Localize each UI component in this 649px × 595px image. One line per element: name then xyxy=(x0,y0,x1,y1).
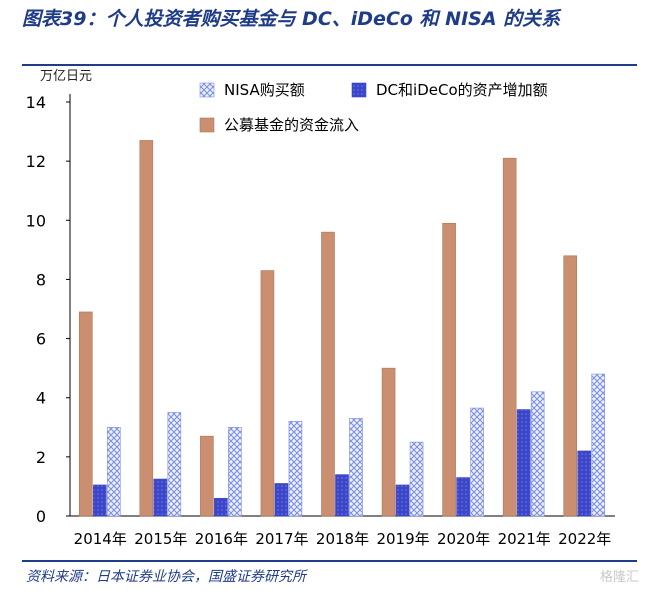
y-tick-label: 12 xyxy=(26,152,46,171)
bar-fund-inflow xyxy=(260,270,275,517)
x-axis-tick-labels: 2014年 2015年 2016年 2017年 2018年 2019年 2020年 2021年… xyxy=(74,530,612,548)
bar-dc-ideco xyxy=(214,497,228,517)
bar-fund-inflow xyxy=(321,231,335,517)
y-tick-label: 0 xyxy=(36,507,46,526)
bar-fund-inflow xyxy=(139,140,154,517)
bar-chart: 万亿日元 2014年 2015年 2016年 2017年 2018年 2019年 2020年… xyxy=(26,69,615,548)
bar-nisa xyxy=(591,373,606,517)
bar-nisa xyxy=(228,426,242,517)
bar-fund-inflow xyxy=(381,367,396,517)
bar-nisa xyxy=(409,441,424,517)
bar-fund-inflow xyxy=(563,255,578,517)
bar-dc-ideco xyxy=(395,484,410,517)
bar-fund-inflow xyxy=(442,222,456,517)
bar-nisa xyxy=(106,426,121,517)
bar-dc-ideco xyxy=(577,450,592,517)
bar-nisa xyxy=(470,407,484,517)
bar-dc-ideco xyxy=(456,477,470,517)
legend-swatch xyxy=(199,82,215,98)
y-tick-label: 4 xyxy=(36,389,46,408)
x-tick-label: 2021年 xyxy=(498,530,551,548)
bars-group xyxy=(78,140,606,517)
title-divider xyxy=(22,64,637,66)
x-tick-label: 2016年 xyxy=(195,530,248,548)
y-tick-label: 2 xyxy=(36,448,46,467)
y-axis-tick-labels: 0 2 4 6 8 10 12 14 xyxy=(26,93,46,526)
legend-swatch xyxy=(199,117,215,133)
legend-label: DC和iDeCo的资产增加额 xyxy=(376,81,548,99)
bar-nisa xyxy=(167,412,182,517)
legend-swatch xyxy=(351,82,367,98)
bar-fund-inflow xyxy=(502,157,517,517)
y-tick-label: 14 xyxy=(26,93,46,112)
y-tick-label: 8 xyxy=(36,270,46,289)
footer-divider xyxy=(22,560,637,562)
bar-dc-ideco xyxy=(274,483,289,517)
source-note: 资料来源：日本证券业协会，国盛证券研究所 xyxy=(26,569,306,585)
bar-dc-ideco xyxy=(516,409,531,517)
watermark: 格隆汇 xyxy=(599,570,639,585)
y-tick-label: 10 xyxy=(26,211,46,230)
bar-fund-inflow xyxy=(78,311,93,517)
chart-title: 图表39：个人投资者购买基金与 DC、iDeCo 和 NISA 的关系 xyxy=(22,8,561,30)
x-tick-label: 2022年 xyxy=(558,530,611,548)
bar-dc-ideco xyxy=(153,478,168,517)
bar-dc-ideco xyxy=(335,474,349,517)
y-tick-label: 6 xyxy=(36,330,46,349)
legend-label: NISA购买额 xyxy=(224,81,305,99)
bar-nisa xyxy=(288,421,303,517)
x-tick-label: 2018年 xyxy=(316,530,369,548)
x-tick-label: 2020年 xyxy=(437,530,490,548)
x-tick-label: 2017年 xyxy=(255,530,308,548)
x-tick-label: 2015年 xyxy=(134,530,187,548)
legend-label: 公募基金的资金流入 xyxy=(224,116,359,134)
bar-fund-inflow xyxy=(200,435,214,517)
bar-nisa xyxy=(349,418,363,517)
x-tick-label: 2019年 xyxy=(376,530,429,548)
bar-nisa xyxy=(530,391,545,517)
y-axis-unit-label: 万亿日元 xyxy=(40,69,92,84)
bar-dc-ideco xyxy=(92,484,107,517)
x-tick-label: 2014年 xyxy=(74,530,127,548)
